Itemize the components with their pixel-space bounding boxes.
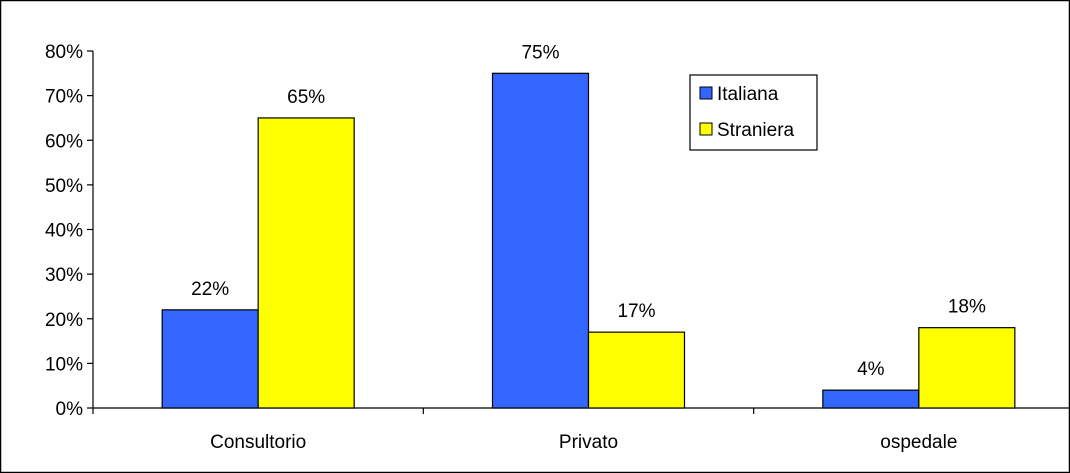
legend-label-straniera: Straniera — [717, 120, 795, 141]
data-label: 75% — [521, 42, 559, 63]
bars — [161, 72, 1016, 409]
y-tick-label: 50% — [45, 176, 83, 197]
y-tick-label: 30% — [45, 265, 83, 286]
y-axis: 0% 10% 20% 30% 40% 50% 60% 70% 80% — [45, 42, 94, 420]
data-label: 4% — [857, 359, 885, 380]
y-tick-label: 20% — [45, 310, 83, 331]
data-label: 17% — [617, 301, 655, 322]
bar-straniera-ospedale — [918, 327, 1016, 409]
x-tick-label: Consultorio — [210, 432, 306, 453]
y-tick-label: 60% — [45, 131, 83, 152]
x-tick-label: ospedale — [880, 432, 957, 453]
data-label: 18% — [948, 297, 986, 318]
bar-italiana-ospedale — [822, 389, 920, 409]
legend-swatch-italiana — [699, 86, 713, 100]
y-tick-label: 10% — [45, 354, 83, 375]
data-labels: 22% 65% 75% 17% 4% 18% — [191, 42, 986, 380]
y-tick-label: 70% — [45, 87, 83, 108]
x-tick-label: Privato — [559, 432, 618, 453]
legend: Italiana Straniera — [689, 74, 818, 151]
legend-label-italiana: Italiana — [717, 84, 779, 105]
data-label: 22% — [191, 279, 229, 300]
y-tick-label: 40% — [45, 221, 83, 242]
y-tick-label: 0% — [56, 399, 84, 420]
y-tick-label: 80% — [45, 42, 83, 63]
bar-straniera-consultorio — [257, 117, 355, 409]
legend-swatch-straniera — [699, 122, 713, 136]
data-label: 65% — [287, 87, 325, 108]
bar-italiana-consultorio — [161, 309, 259, 409]
bar-italiana-privato — [491, 72, 590, 409]
bar-straniera-privato — [587, 331, 686, 409]
